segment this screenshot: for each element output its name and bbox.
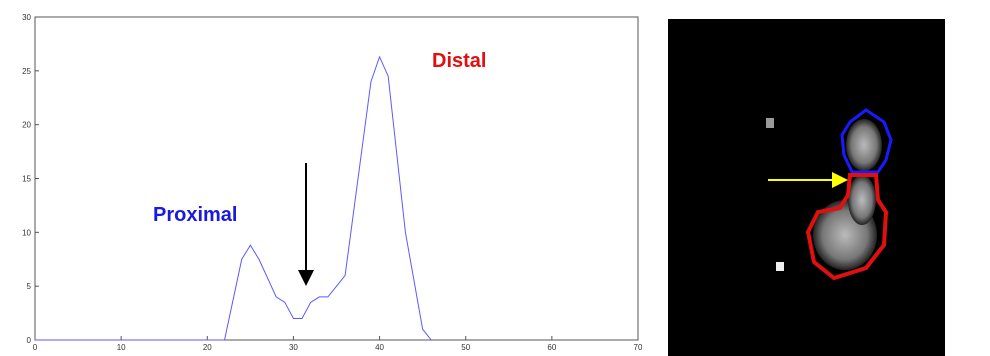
plot-frame xyxy=(35,17,638,340)
image-background xyxy=(668,19,945,356)
x-tick-label: 30 xyxy=(289,343,298,352)
image-panel xyxy=(668,19,945,356)
distal-blob xyxy=(848,175,876,225)
x-tick-label: 20 xyxy=(203,343,212,352)
y-tick-label: 5 xyxy=(27,282,32,291)
x-tick-label: 70 xyxy=(634,343,643,352)
x-tick-label: 10 xyxy=(117,343,126,352)
y-tick-label: 15 xyxy=(22,175,31,184)
y-tick-label: 30 xyxy=(22,13,31,22)
x-tick-label: 60 xyxy=(547,343,556,352)
pixel-spot xyxy=(776,262,784,271)
figure: 0 10 20 30 40 50 60 70 0 5 10 15 20 25 30 Proximal Dis… xyxy=(0,0,990,356)
proximal-blob xyxy=(846,119,882,171)
y-tick-label: 0 xyxy=(27,336,32,345)
x-tick-label: 50 xyxy=(461,343,470,352)
x-tick-label: 40 xyxy=(375,343,384,352)
y-tick-label: 25 xyxy=(22,67,31,76)
page: {"chart_data": {"type": "line", "x": [0,… xyxy=(0,0,990,356)
x-tick-label: 0 xyxy=(33,343,38,352)
pixel-spot xyxy=(766,118,774,128)
annotation: Proximal xyxy=(153,204,237,226)
y-tick-label: 10 xyxy=(22,228,31,237)
annotation: Distal xyxy=(432,50,486,72)
y-tick-label: 20 xyxy=(22,121,31,130)
